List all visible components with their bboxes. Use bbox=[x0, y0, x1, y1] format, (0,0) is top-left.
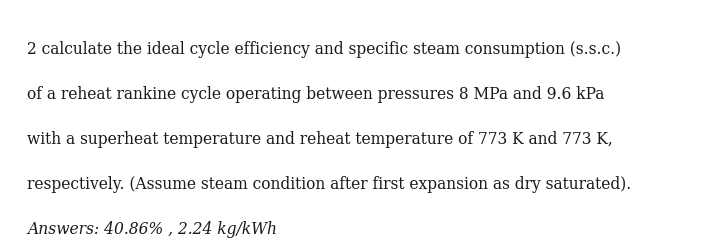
Text: respectively. (Assume steam condition after first expansion as dry saturated).: respectively. (Assume steam condition af… bbox=[27, 176, 631, 194]
Text: Answers: 40.86% , 2.24 kg/kWh: Answers: 40.86% , 2.24 kg/kWh bbox=[27, 220, 277, 238]
Text: of a reheat rankine cycle operating between pressures 8 MPa and 9.6 kPa: of a reheat rankine cycle operating betw… bbox=[27, 86, 605, 103]
Text: with a superheat temperature and reheat temperature of 773 K and 773 K,: with a superheat temperature and reheat … bbox=[27, 131, 613, 148]
Text: 2 calculate the ideal cycle efficiency and specific steam consumption (s.s.c.): 2 calculate the ideal cycle efficiency a… bbox=[27, 40, 621, 58]
